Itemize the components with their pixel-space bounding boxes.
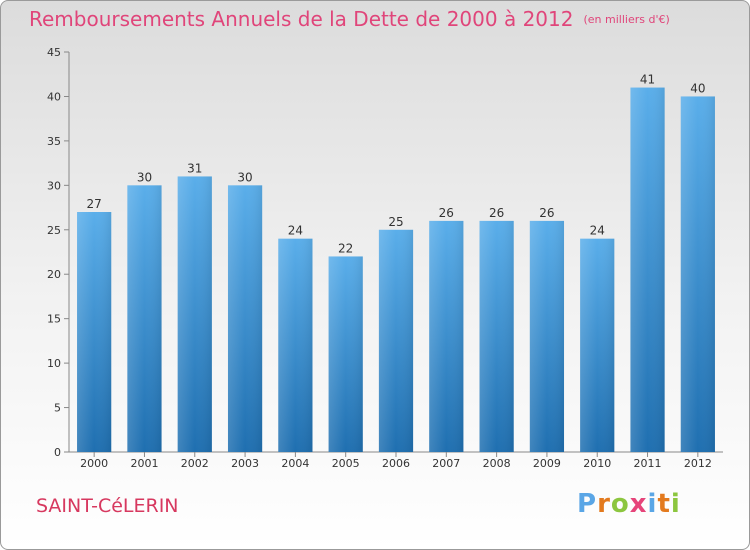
bar-shine (479, 220, 514, 452)
logo-letter: i (647, 489, 658, 519)
logo-letter: r (597, 489, 611, 519)
bar-shine (429, 220, 464, 452)
y-tick-label: 45 (47, 46, 61, 59)
value-label: 30 (237, 170, 252, 184)
value-label: 41 (640, 73, 655, 87)
bar-shine (177, 176, 212, 452)
x-tick-label: 2008 (483, 457, 511, 470)
value-label: 22 (338, 241, 353, 255)
y-tick-label: 40 (47, 90, 61, 103)
logo-letter: P (577, 489, 598, 519)
value-label: 24 (590, 224, 605, 238)
bar-shine (227, 185, 263, 453)
chart-title: Remboursements Annuels de la Dette de 20… (29, 7, 670, 31)
y-tick-label: 5 (54, 402, 61, 415)
commune-name: SAINT-CéLERIN (36, 495, 179, 517)
chart-title-text: Remboursements Annuels de la Dette de 20… (29, 7, 574, 31)
x-tick-label: 2012 (684, 457, 712, 470)
y-tick-label: 30 (47, 179, 61, 192)
x-tick-label: 2003 (231, 457, 259, 470)
bar-shine (278, 238, 313, 452)
x-tick-label: 2006 (382, 457, 410, 470)
value-label: 40 (690, 81, 705, 95)
x-tick-label: 2002 (181, 457, 209, 470)
value-label: 24 (288, 224, 303, 238)
unit-note: (en milliers d'€) (583, 13, 670, 26)
x-tick-label: 2007 (432, 457, 460, 470)
bar-shine (630, 87, 665, 453)
value-label: 31 (187, 161, 202, 175)
bar-shine (378, 229, 414, 452)
bar-shine (529, 220, 565, 452)
logo-letter: i (670, 489, 681, 519)
value-label: 27 (87, 197, 102, 211)
x-tick-label: 2010 (583, 457, 611, 470)
value-label: 26 (439, 206, 454, 220)
bar-shine (580, 238, 615, 452)
value-label: 26 (539, 206, 554, 220)
y-tick-label: 35 (47, 135, 61, 148)
bar-shine (127, 185, 162, 453)
x-tick-label: 2009 (533, 457, 561, 470)
logo-letter: x (629, 489, 648, 519)
x-tick-label: 2004 (281, 457, 309, 470)
y-tick-label: 10 (47, 357, 61, 370)
x-tick-label: 2001 (130, 457, 158, 470)
value-label: 25 (388, 215, 403, 229)
proxiti-logo: Proxiti (577, 489, 681, 519)
value-label: 30 (137, 170, 152, 184)
y-tick-label: 20 (47, 268, 61, 281)
x-tick-label: 2000 (80, 457, 108, 470)
value-label: 26 (489, 206, 504, 220)
x-tick-label: 2005 (332, 457, 360, 470)
bar-shine (328, 256, 363, 452)
y-tick-label: 0 (54, 446, 61, 459)
logo-letter: t (657, 489, 671, 519)
logo-letter: o (610, 489, 630, 519)
y-tick-label: 25 (47, 224, 61, 237)
bar-shine (77, 212, 112, 452)
y-tick-label: 15 (47, 313, 61, 326)
x-tick-label: 2011 (634, 457, 662, 470)
bar-shine (680, 96, 715, 452)
